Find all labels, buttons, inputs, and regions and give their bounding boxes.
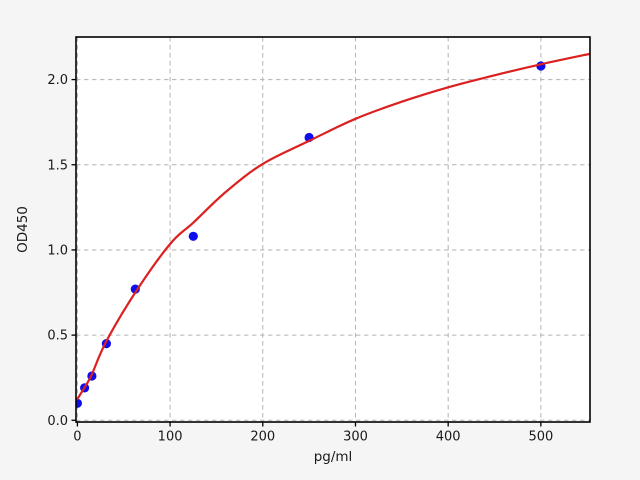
clipped-data [75,52,591,408]
data-point [188,231,198,241]
x-tick-label: 0 [73,430,81,445]
grid-lines [76,37,590,422]
data-point [75,398,82,408]
y-tick-label: 0.5 [47,329,68,344]
y-tick-label: 1.0 [47,243,68,258]
plot-area [76,37,590,422]
data-point [130,284,140,294]
y-tick-label: 2.0 [47,73,68,88]
axes [71,36,591,427]
x-tick-label: 300 [343,430,368,445]
y-tick-label: 0.0 [47,414,68,429]
plot-border [75,36,591,423]
data-layer [75,52,591,408]
x-axis-label: pg/ml [314,449,353,465]
plot-background [76,37,590,422]
x-tick-label: 500 [528,430,553,445]
y-tick-label: 1.5 [47,158,68,173]
x-tick-label: 200 [250,430,275,445]
fit-curve-line [76,52,591,401]
y-axis-label: OD450 [15,206,31,253]
x-tick-label: 100 [158,430,183,445]
x-tick-label: 400 [436,430,461,445]
tick-labels: 0 100 200 300 400 500 0.0 0.5 1.0 1.5 2.0 [47,73,553,444]
